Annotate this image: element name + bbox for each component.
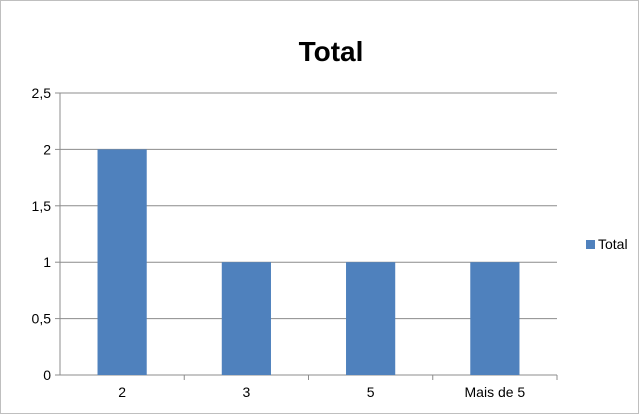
y-tick-labels: 0 0,5 1 1,5 2 2,5 xyxy=(32,85,52,383)
legend: Total xyxy=(586,236,628,252)
bar xyxy=(221,262,271,375)
bar xyxy=(346,262,396,375)
x-tick-labels: 2 3 5 Mais de 5 xyxy=(118,384,525,400)
legend-label: Total xyxy=(598,236,628,252)
bar xyxy=(470,262,520,375)
x-tick-label: Mais de 5 xyxy=(465,384,526,400)
y-tick-label: 2,5 xyxy=(32,85,52,101)
x-tick-label: 5 xyxy=(367,384,375,400)
x-tick-label: 3 xyxy=(242,384,250,400)
x-tick-label: 2 xyxy=(118,384,126,400)
legend-swatch xyxy=(586,240,595,249)
y-tick-label: 1 xyxy=(43,254,51,270)
bars xyxy=(97,149,520,375)
bar xyxy=(97,149,147,375)
y-tick-label: 2 xyxy=(43,141,51,157)
y-tick-label: 1,5 xyxy=(32,198,52,214)
y-tick-label: 0 xyxy=(43,367,51,383)
chart-title: Total xyxy=(299,36,364,67)
y-tick-label: 0,5 xyxy=(32,311,52,327)
